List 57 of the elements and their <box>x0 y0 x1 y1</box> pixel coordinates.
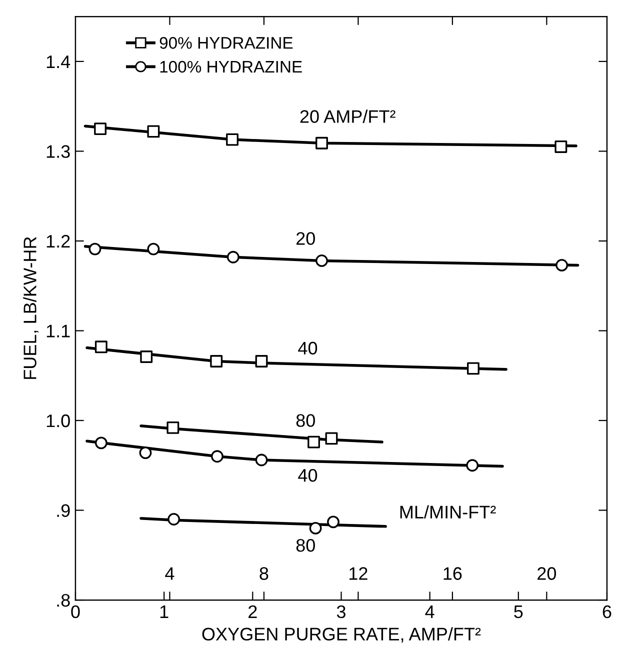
point <box>325 432 338 445</box>
y-tick-label: 1.3 <box>46 145 70 158</box>
x-tick-label: 2 <box>248 605 257 618</box>
point <box>88 242 102 256</box>
legend-label: 90% HYDRAZINE <box>160 37 293 49</box>
x2-axis-title: ML/MIN-FT² <box>400 505 496 519</box>
point <box>309 522 322 534</box>
y-tick-label: .9 <box>57 504 70 517</box>
y-tick-label: 1.1 <box>46 324 70 338</box>
point <box>556 258 568 272</box>
point <box>94 436 108 450</box>
point <box>94 340 108 354</box>
y-axis-title: FUEL, LB/KW-HR <box>23 237 39 379</box>
point <box>147 125 160 138</box>
x2-tick-label: 4 <box>165 567 174 580</box>
x-tick-label: 3 <box>336 605 346 618</box>
point <box>316 254 328 267</box>
point <box>139 446 152 460</box>
point <box>255 355 268 368</box>
annotation: 20 AMP/FT² <box>300 110 396 123</box>
y-tick-label: 1.2 <box>46 234 70 248</box>
x-tick-label: 1 <box>160 606 168 618</box>
y-tick-label: .8 <box>57 594 70 607</box>
annotation: 40 <box>298 342 318 355</box>
point <box>255 454 268 466</box>
point <box>327 516 340 528</box>
annotation: 80 <box>296 538 315 552</box>
point <box>166 421 180 434</box>
x2-tick-label: 16 <box>444 567 462 580</box>
point <box>94 122 106 135</box>
x-tick-label: 5 <box>514 606 523 618</box>
point <box>211 450 224 463</box>
point <box>226 133 238 146</box>
point <box>140 350 153 363</box>
legend-label: 100% HYDRAZINE <box>160 60 302 73</box>
x2-tick-label: 20 <box>538 567 556 580</box>
point <box>316 136 328 150</box>
y-tick-label: 1.4 <box>46 56 70 68</box>
x-tick-label: 6 <box>602 605 612 618</box>
annotation: 20 <box>296 232 315 245</box>
point <box>554 140 568 153</box>
y-tick-label: 1.0 <box>46 414 70 428</box>
annotation: 80 <box>296 414 315 427</box>
point <box>226 250 240 264</box>
x-tick-label: 0 <box>71 605 80 618</box>
point <box>308 436 320 448</box>
point <box>466 459 479 472</box>
point <box>168 513 180 526</box>
point <box>210 355 223 368</box>
x-axis-title: OXYGEN PURGE RATE, AMP/FT² <box>202 627 481 643</box>
x2-tick-label: 8 <box>260 567 268 580</box>
x2-tick-label: 12 <box>350 567 368 580</box>
point <box>147 242 160 256</box>
annotation: 40 <box>298 468 318 482</box>
line-series <box>86 440 504 468</box>
point <box>467 362 480 375</box>
x-tick-label: 4 <box>425 606 434 618</box>
